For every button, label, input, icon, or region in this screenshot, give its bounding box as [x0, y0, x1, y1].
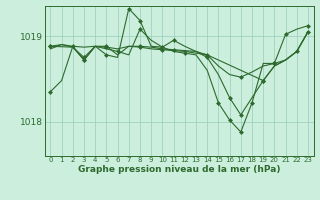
X-axis label: Graphe pression niveau de la mer (hPa): Graphe pression niveau de la mer (hPa)	[78, 165, 280, 174]
